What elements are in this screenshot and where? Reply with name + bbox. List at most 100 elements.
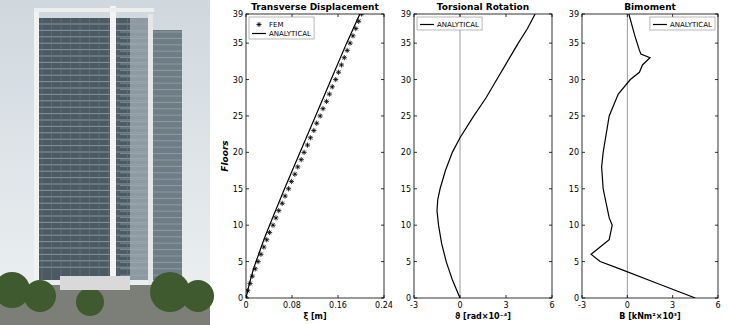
star-stroke	[321, 107, 325, 111]
star-stroke	[262, 245, 266, 249]
y-tick-label: 15	[569, 185, 579, 194]
floor-line	[38, 24, 148, 25]
fem-point	[314, 121, 319, 126]
figure: 00.080.160.240510152025303539Transverse …	[0, 0, 729, 325]
floor-line	[38, 209, 148, 210]
curve	[591, 14, 695, 298]
floor-line	[38, 171, 148, 172]
star-stroke	[351, 34, 355, 38]
y-tick-label: 5	[406, 258, 411, 267]
star-stroke	[340, 63, 344, 67]
floor-line	[38, 152, 148, 153]
floor-line	[38, 190, 148, 191]
main-tower	[38, 18, 130, 280]
x-tick	[292, 14, 293, 17]
x-tick-label: 0	[625, 301, 630, 310]
floor-line	[38, 184, 148, 185]
star-stroke	[293, 172, 297, 176]
panel-title: Bimoment	[624, 2, 676, 12]
y-tick	[549, 115, 552, 116]
floor-line	[38, 49, 148, 50]
floor-line	[38, 120, 148, 121]
star-stroke	[318, 114, 322, 118]
x-tick	[292, 295, 293, 298]
y-tick-label: 15	[401, 185, 411, 194]
podium	[60, 276, 130, 290]
mullion	[80, 18, 81, 280]
legend-label: ANALYTICAL	[269, 30, 311, 38]
star-stroke	[306, 143, 310, 147]
star-stroke	[262, 245, 266, 249]
y-tick	[414, 152, 417, 153]
fem-point	[305, 142, 310, 147]
x-tick-label: 6	[549, 301, 554, 310]
star-stroke	[309, 136, 313, 140]
fem-point	[330, 84, 335, 89]
y-tick	[549, 225, 552, 226]
fem-point	[273, 215, 278, 220]
plot-area	[414, 14, 552, 298]
floor-line	[38, 222, 148, 223]
star-stroke	[343, 56, 347, 60]
floor-line	[38, 139, 148, 140]
y-tick-label: 5	[574, 258, 579, 267]
mullion	[118, 18, 119, 280]
y-tick-label: 25	[233, 112, 243, 121]
fem-point	[286, 186, 291, 191]
x-tick	[338, 295, 339, 298]
legend-symbol	[256, 22, 261, 27]
star-stroke	[354, 27, 358, 31]
y-axis-title: Floors	[220, 140, 230, 172]
star-stroke	[277, 209, 281, 213]
y-tick	[414, 261, 417, 262]
star-stroke	[354, 27, 358, 31]
fem-point	[308, 135, 313, 140]
fem-point	[283, 193, 288, 198]
fem-point	[301, 150, 306, 155]
x-tick	[506, 295, 507, 298]
y-tick-label: 10	[233, 221, 243, 230]
y-tick-label: 35	[569, 39, 579, 48]
y-tick	[381, 115, 384, 116]
x-tick	[627, 295, 628, 298]
star-stroke	[271, 223, 275, 227]
fem-point	[292, 172, 297, 177]
star-stroke	[312, 129, 316, 133]
y-tick-label: 0	[238, 294, 243, 303]
star-stroke	[343, 56, 347, 60]
data-group	[591, 14, 695, 298]
x-tick	[672, 14, 673, 17]
y-tick-label: 39	[233, 10, 243, 19]
floor-line	[38, 177, 148, 178]
y-tick	[549, 43, 552, 44]
y-tick	[582, 152, 585, 153]
floor-line	[38, 68, 148, 69]
star-stroke	[309, 136, 313, 140]
y-tick	[582, 79, 585, 80]
fem-point	[276, 208, 281, 213]
legend-box	[249, 17, 314, 39]
star-stroke	[325, 100, 329, 104]
star-stroke	[283, 194, 287, 198]
x-tick-label: -3	[410, 301, 418, 310]
x-tick-label: 3	[670, 301, 675, 310]
star-stroke	[337, 70, 341, 74]
y-tick	[582, 261, 585, 262]
floor-line	[38, 216, 148, 217]
floor-line	[38, 100, 148, 101]
star-stroke	[257, 23, 261, 27]
fem-point	[333, 77, 338, 82]
fem-point	[311, 128, 316, 133]
fem-point	[295, 164, 300, 169]
fem-point	[339, 62, 344, 67]
legend: ANALYTICAL	[650, 17, 715, 30]
x-axis-title: ϑ [rad×10⁻⁴]	[455, 312, 511, 321]
floor-line	[38, 145, 148, 146]
column	[110, 6, 116, 296]
building-photo	[0, 0, 214, 325]
star-stroke	[334, 78, 338, 82]
star-stroke	[302, 151, 306, 155]
fem-point	[320, 106, 325, 111]
curve	[246, 14, 360, 298]
column	[34, 10, 39, 290]
